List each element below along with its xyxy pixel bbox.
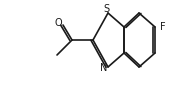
Text: O: O xyxy=(54,18,62,28)
Text: S: S xyxy=(103,4,109,14)
Text: N: N xyxy=(99,63,107,73)
Text: F: F xyxy=(160,22,166,32)
